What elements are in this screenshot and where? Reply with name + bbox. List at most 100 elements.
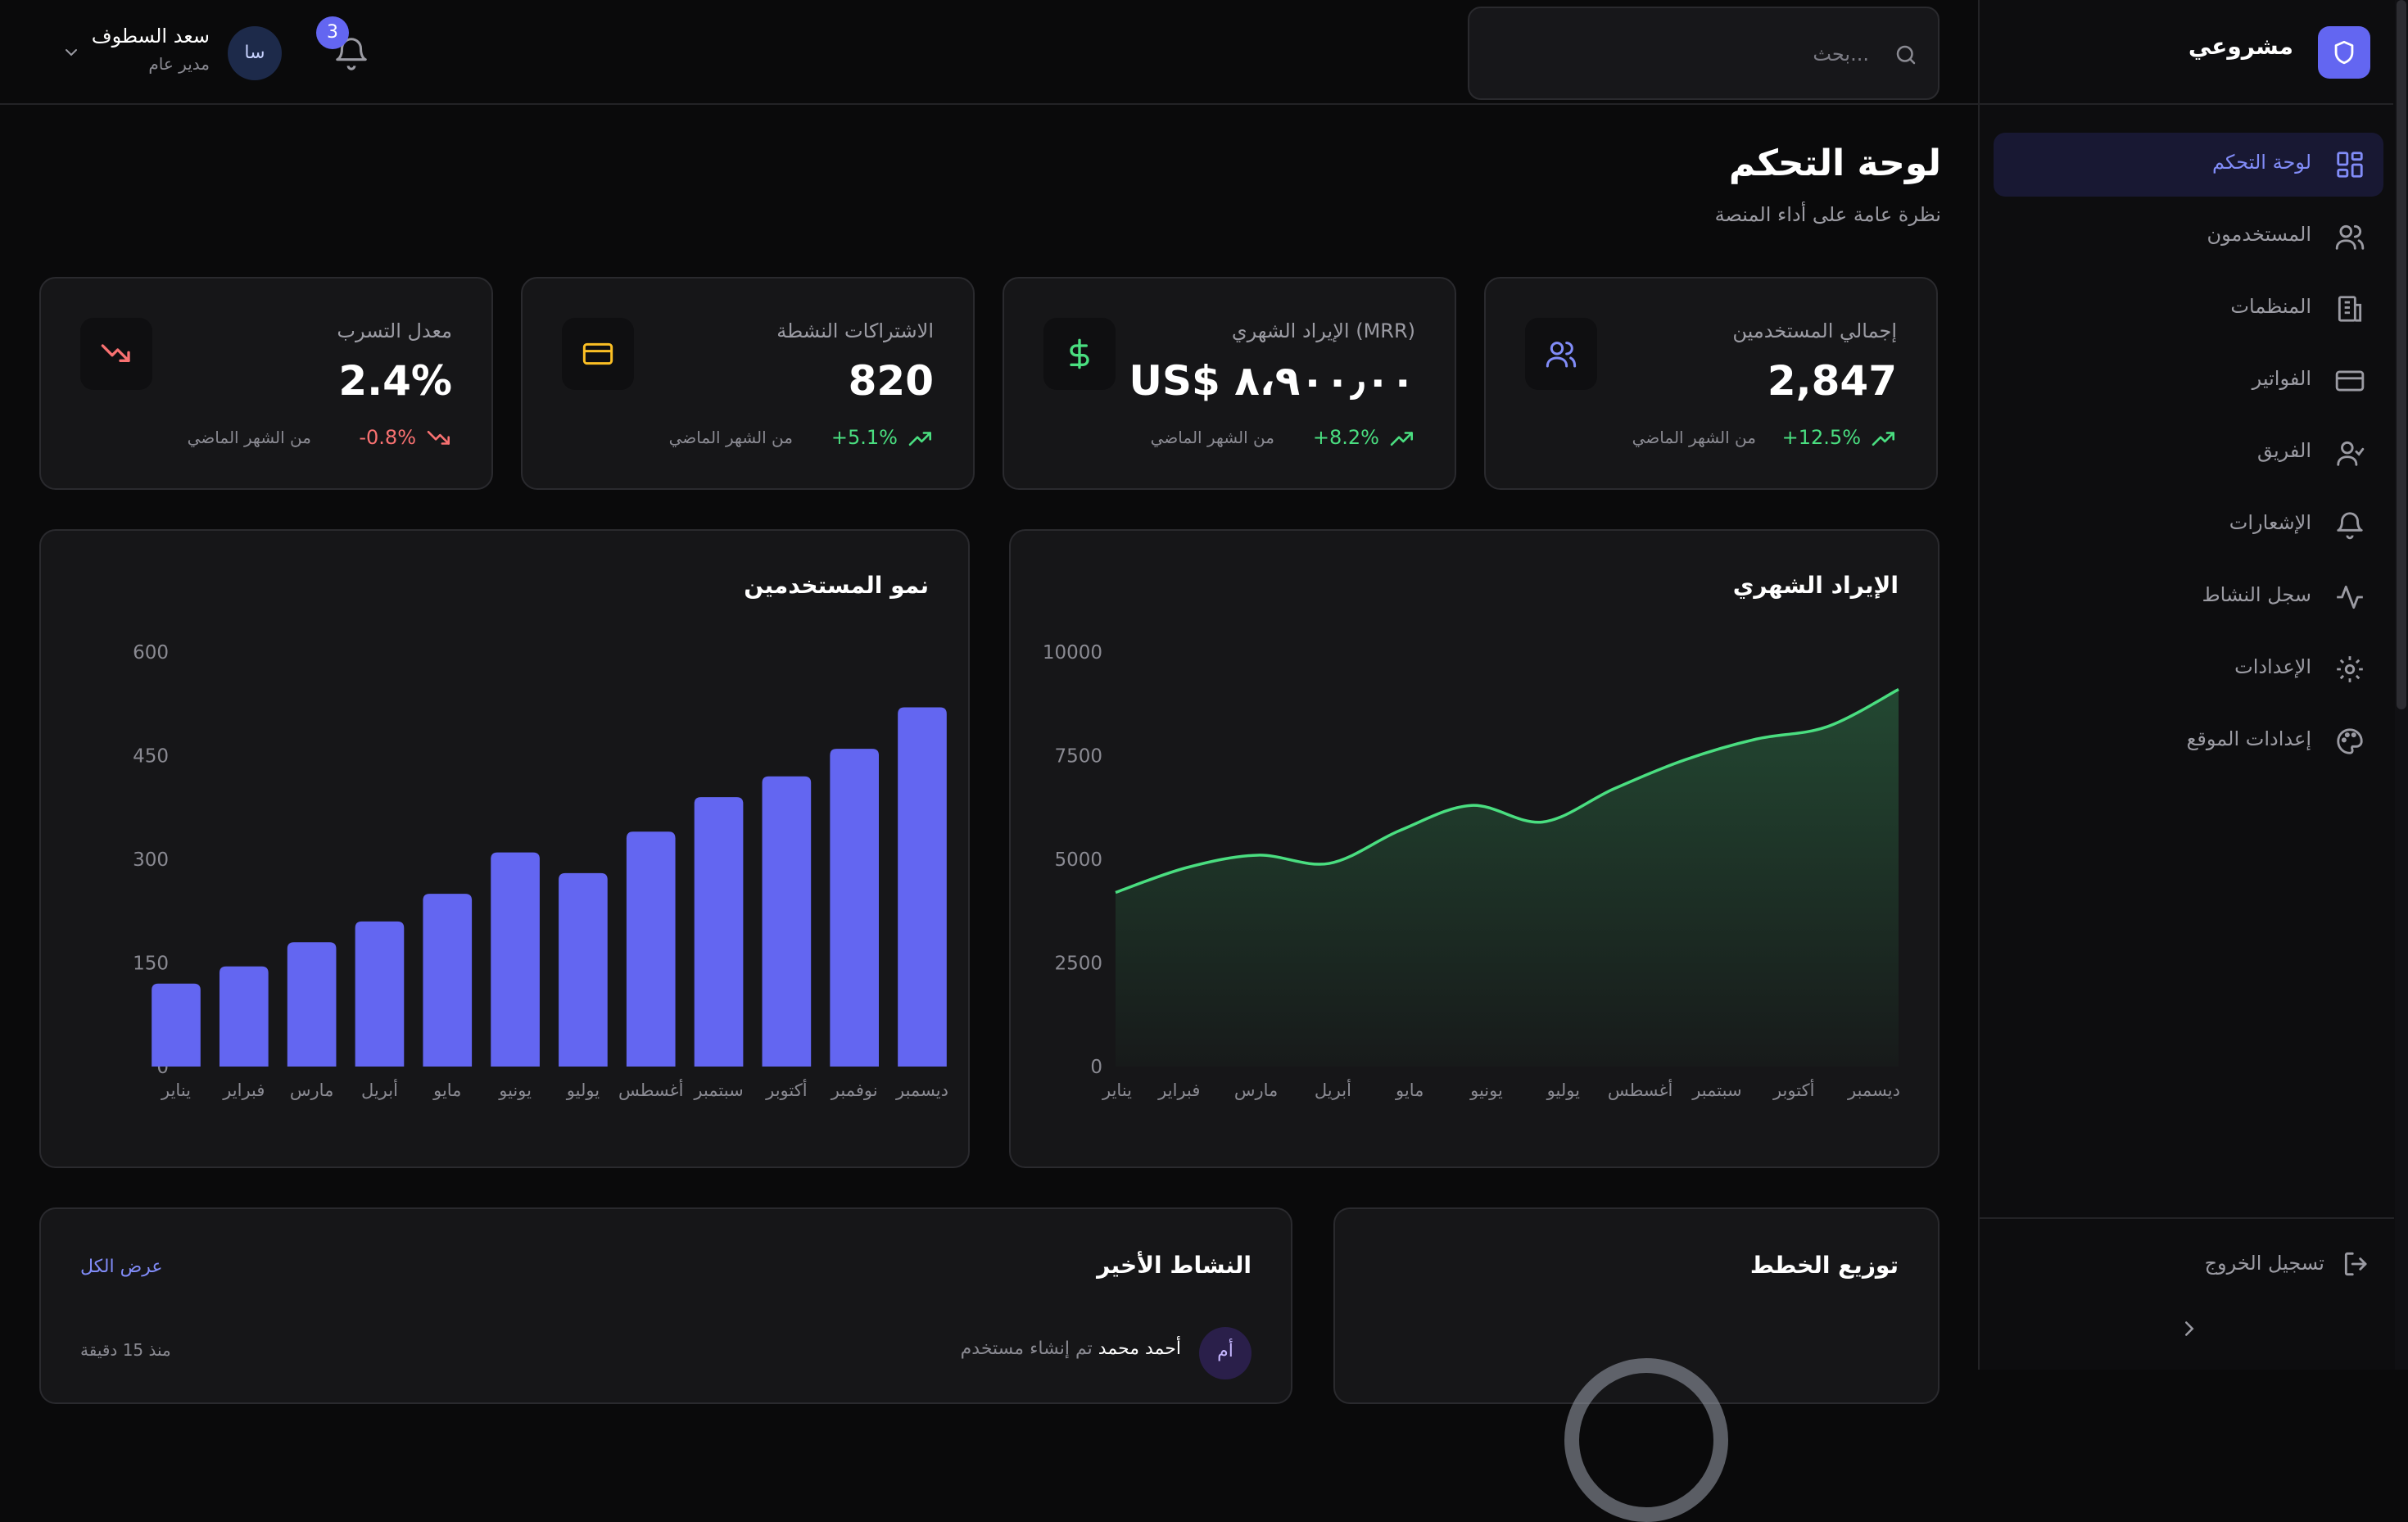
x-tick-label: يوليو [1546,1080,1580,1100]
sidebar-item-team[interactable]: الفريق [1994,421,2383,485]
search-icon [1896,45,1916,65]
stat-trend-note: من الشهر الماضي [1150,428,1274,447]
stat-trend: +8.2% من الشهر الماضي [1022,423,1415,455]
stat-card-active-subscriptions: الاشتراكات النشطة 820 +5.1% من الشهر الم… [521,277,975,490]
plan-distribution-card: توزيع الخطط [1333,1207,1940,1522]
view-all-link[interactable]: عرض الكل [80,1257,163,1277]
user-avatar[interactable]: سا [228,26,282,80]
sidebar-item-label: الفريق [2256,439,2311,462]
sidebar-item-label: الإشعارات [2229,511,2311,534]
stat-trend-note: من الشهر الماضي [187,428,311,447]
sidebar-item-label: الفواتير [2252,367,2311,390]
x-tick-label: مايو [1395,1080,1424,1100]
shield-icon [2334,40,2354,65]
team-icon [2337,441,2365,466]
notification-badge: 3 [316,16,349,49]
dashboard-icon [2337,152,2363,178]
sidebar-item-notifications[interactable]: الإشعارات [1994,493,2383,557]
y-tick-label: 600 [133,642,169,664]
revenue-chart-card: الإيراد الشهري 0 2500 5000 7500 10000 يناير فب… [1009,529,1940,1168]
x-tick-label: سبتمبر [693,1080,743,1100]
stat-trend-value: +5.1% [831,426,898,449]
building-icon [2338,296,2362,322]
sidebar [1978,0,2408,1370]
x-tick-label: مايو [432,1080,461,1100]
x-tick-label: يوليو [566,1080,600,1100]
chevron-down-icon[interactable] [59,43,84,62]
bar[interactable] [559,872,608,1067]
stat-icon-box [562,318,634,390]
activity-item[interactable]: أحمد محمد تم إنشاء مستخدم [690,1339,1181,1359]
stat-trend-value: -0.8% [359,426,416,449]
revenue-series-line [1115,687,1899,895]
stat-trend-note: من الشهر الماضي [668,428,793,447]
logout-icon [2344,1252,2367,1276]
bar[interactable] [898,707,947,1067]
sidebar-item-organizations[interactable]: المنظمات [1994,277,2383,341]
stat-trend-value: +8.2% [1312,426,1379,449]
stat-card-mrr: الإيراد الشهري (MRR) US$ ٨،٩٠٠٫٠٠ +8.2% … [1003,277,1456,490]
x-tick-label: سبتمبر [1691,1080,1741,1100]
bar[interactable] [423,894,473,1067]
x-tick-label: أغسطس [1608,1079,1673,1100]
bar[interactable] [355,921,405,1067]
stat-value: 2,847 [1767,357,1897,405]
notification-bell-icon[interactable] [333,34,370,72]
bar[interactable] [287,942,337,1067]
stat-value: US$ ٨،٩٠٠٫٠٠ [1129,357,1415,405]
revenue-area-chart: 0 2500 5000 7500 10000 يناير فبراير مارس أبريل ما… [1043,642,1900,1100]
activity-time: منذ 15 دقيقة [80,1340,171,1360]
stat-trend: +12.5% من الشهر الماضي [1504,423,1897,455]
recent-activity-title: النشاط الأخير [1097,1252,1252,1279]
sidebar-item-settings[interactable]: الإعدادات [1994,637,2383,701]
x-tick-label: ديسمبر [1847,1080,1900,1100]
chevron-right-icon[interactable] [2177,1314,2202,1343]
sidebar-item-activity-log[interactable]: سجل النشاط [1994,565,2383,629]
sidebar-item-dashboard[interactable]: لوحة التحكم [1994,133,2383,197]
search-input[interactable] [1486,38,1871,70]
bell-icon [2337,512,2363,540]
stat-label: الإيراد الشهري (MRR) [1231,319,1415,342]
logout-button[interactable]: تسجيل الخروج [2162,1242,2372,1286]
user-role: مدير عام [148,54,210,74]
y-tick-label: 300 [133,849,169,871]
scrollbar-thumb[interactable] [2397,0,2406,709]
brand-logo[interactable] [2318,26,2370,79]
dollar-icon [1070,338,1089,369]
x-tick-label: يونيو [1469,1080,1503,1100]
activity-avatar: أم [1199,1327,1252,1379]
stat-value: 820 [848,357,934,405]
x-tick-label: أبريل [361,1079,398,1100]
bar[interactable] [762,776,812,1067]
stat-value: 2.4% [338,357,452,405]
bar[interactable] [491,852,540,1067]
user-growth-chart-title: نمو المستخدمين [744,572,929,599]
recent-activity-card: النشاط الأخير عرض الكل أم أحمد محمد تم إ… [39,1207,1292,1404]
bar[interactable] [694,797,744,1067]
sidebar-item-invoices[interactable]: الفواتير [1994,349,2383,413]
stat-trend-note: من الشهر الماضي [1632,428,1756,447]
activity-action: تم إنشاء مستخدم [960,1339,1093,1359]
activity-user-name: أحمد محمد [1098,1339,1181,1359]
x-tick-label: أبريل [1315,1079,1351,1100]
bar[interactable] [626,831,676,1067]
bar[interactable] [219,966,269,1067]
sidebar-header [1980,0,2393,105]
x-tick-label: نوفمبر [831,1080,878,1100]
sidebar-item-users[interactable]: المستخدمون [1994,205,2383,269]
search-box[interactable] [1468,7,1940,100]
trending-down-icon [427,430,450,445]
stat-card-churn-rate: معدل التسرب 2.4% -0.8% من الشهر الماضي [39,277,493,490]
bar[interactable] [830,749,880,1067]
x-tick-label: مارس [1234,1080,1278,1100]
x-tick-label: فبراير [1157,1080,1200,1100]
bar[interactable] [152,983,201,1067]
y-tick-label: 10000 [1043,642,1102,664]
logout-label: تسجيل الخروج [2204,1252,2324,1275]
x-tick-label: فبراير [222,1080,265,1100]
activity-icon [2337,585,2363,609]
y-tick-label: 2500 [1054,954,1102,975]
sidebar-item-label: لوحة التحكم [2212,151,2311,174]
sidebar-item-site-settings[interactable]: إعدادات الموقع [1994,709,2383,773]
